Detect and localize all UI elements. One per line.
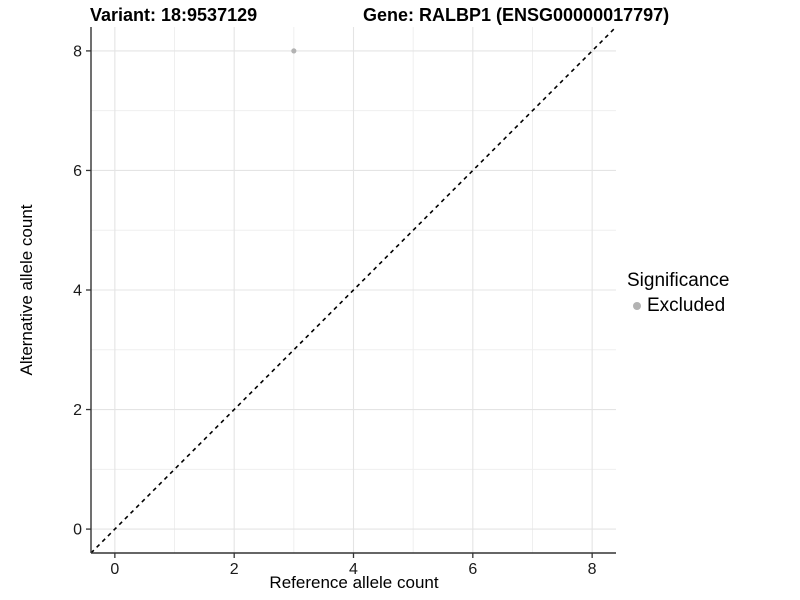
legend-item-excluded: Excluded — [627, 295, 729, 317]
y-tick-label: 4 — [73, 283, 82, 300]
y-tick-label: 0 — [73, 522, 82, 539]
excluded-point-icon — [633, 302, 641, 310]
legend-title: Significance — [627, 270, 730, 291]
x-tick-label: 0 — [110, 561, 119, 578]
x-tick-label: 2 — [230, 561, 239, 578]
y-tick-label: 2 — [73, 402, 82, 419]
y-tick-label: 6 — [73, 163, 82, 180]
data-point — [291, 48, 297, 54]
x-tick-label: 6 — [468, 561, 477, 578]
y-tick-label: 8 — [73, 43, 82, 60]
x-tick-label: 8 — [588, 561, 597, 578]
legend-item-label: Excluded — [647, 295, 726, 316]
x-axis-title: Reference allele count — [269, 573, 439, 592]
y-axis-title: Alternative allele count — [17, 204, 36, 376]
gene-title: Gene: RALBP1 (ENSG00000017797) — [363, 5, 670, 25]
legend: Significance Excluded — [627, 270, 729, 317]
identity-reference-line — [90, 26, 617, 554]
x-tick-label: 4 — [349, 561, 358, 578]
variant-title: Variant: 18:9537129 — [90, 5, 258, 25]
